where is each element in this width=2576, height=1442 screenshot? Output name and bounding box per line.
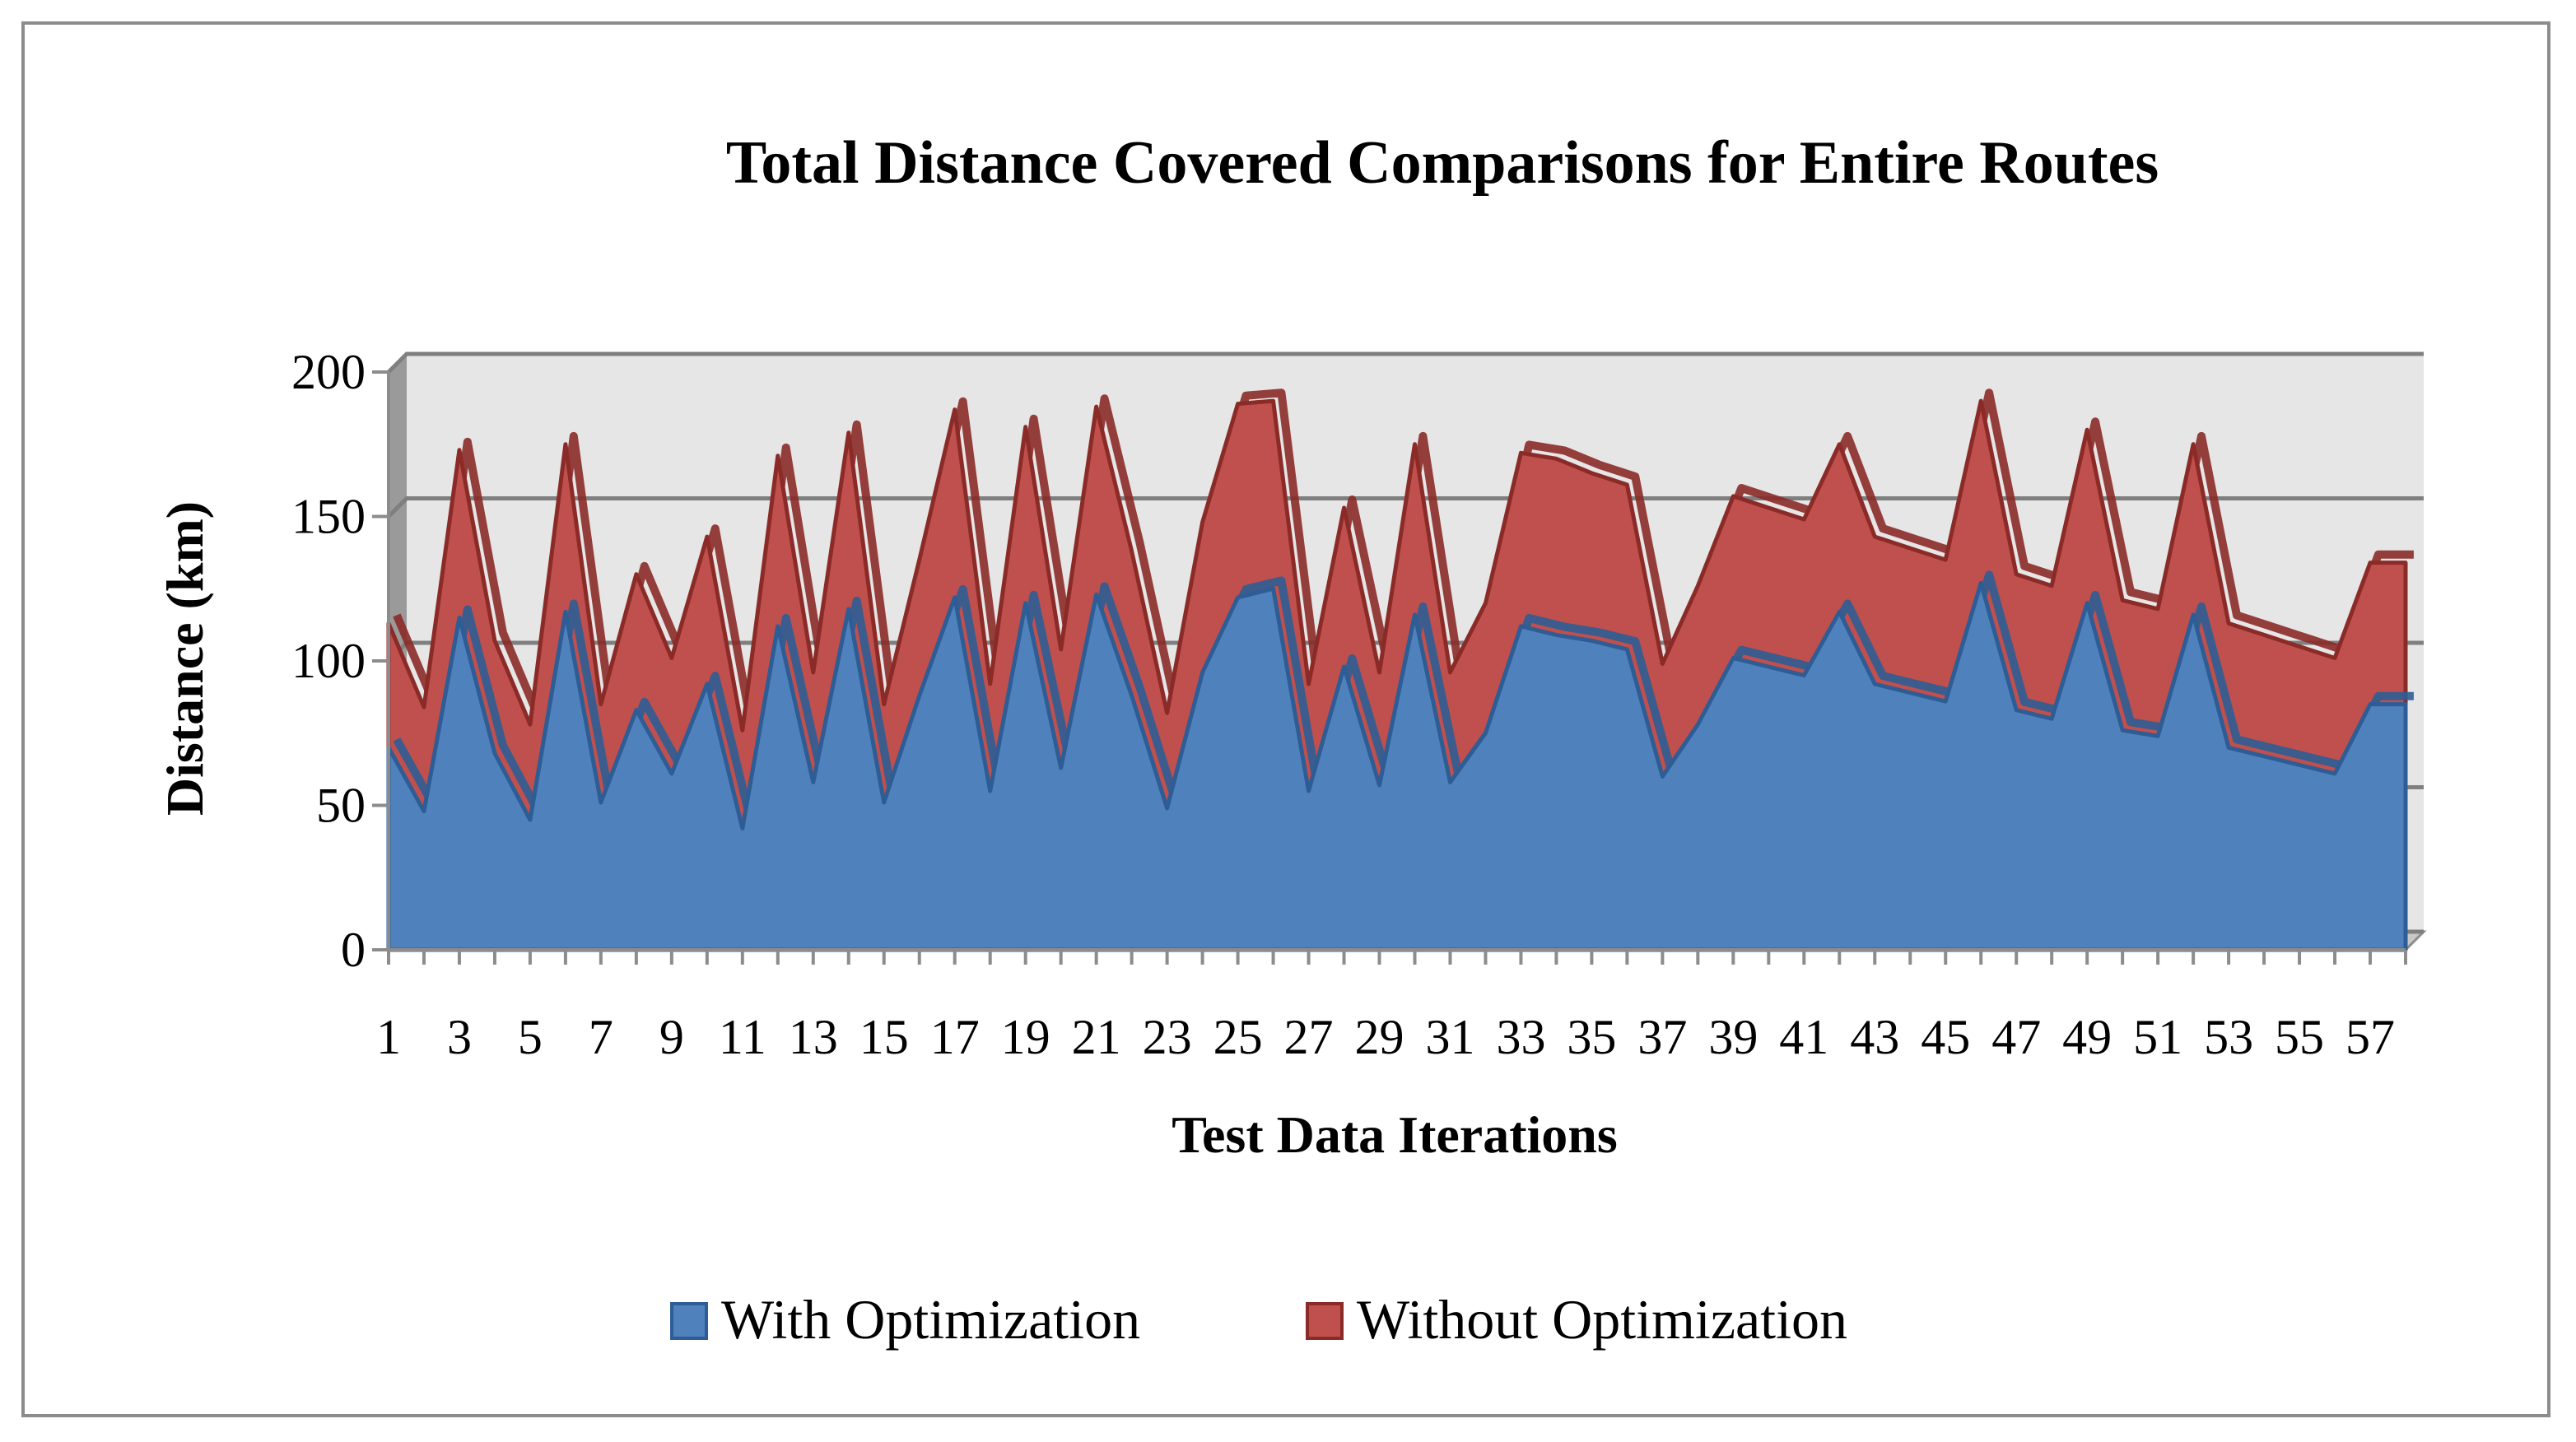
- y-tick-label-50: 50: [316, 779, 366, 833]
- x-tick-label-17: 17: [930, 1010, 980, 1064]
- x-tick-label-55: 55: [2275, 1010, 2324, 1064]
- x-tick-label-25: 25: [1213, 1010, 1263, 1064]
- legend: With Optimization Without Optimization: [670, 1288, 1847, 1351]
- x-tick-label-7: 7: [589, 1010, 613, 1064]
- gridline-200: [387, 351, 2424, 374]
- x-tick-label-51: 51: [2133, 1010, 2182, 1064]
- x-tick-label-49: 49: [2062, 1010, 2112, 1064]
- x-tick-label-29: 29: [1355, 1010, 1404, 1064]
- x-tick-label-3: 3: [447, 1010, 472, 1064]
- y-tick-label-0: 0: [341, 923, 366, 977]
- x-tick-label-39: 39: [1708, 1010, 1758, 1064]
- x-tick-labels: 1 3 5 7 9 11 13 15 17 19 21 23 25 27 29 31 33 35 37 39 41 43 4…: [376, 1010, 2395, 1064]
- y-tick-labels: 0 50 100 150 200: [291, 345, 366, 977]
- gridline-150: [387, 496, 2424, 519]
- x-tick-label-11: 11: [719, 1010, 766, 1064]
- legend-swatch-without-optimization: [1306, 1302, 1344, 1340]
- y-axis-title: Distance (km): [156, 501, 214, 816]
- series-areas: [386, 388, 2414, 952]
- x-tick-label-37: 37: [1637, 1010, 1687, 1064]
- x-tick-label-9: 9: [659, 1010, 684, 1064]
- x-tick-label-19: 19: [1001, 1010, 1050, 1064]
- x-tick-label-45: 45: [1921, 1010, 1970, 1064]
- x-tick-label-1: 1: [376, 1010, 401, 1064]
- x-tick-label-43: 43: [1850, 1010, 1899, 1064]
- x-tick-label-5: 5: [518, 1010, 543, 1064]
- x-tick-label-27: 27: [1284, 1010, 1334, 1064]
- x-axis-title: Test Data Iterations: [1172, 1105, 1618, 1164]
- axes: [372, 370, 2407, 965]
- y-tick-label-100: 100: [291, 634, 366, 688]
- x-tick-label-41: 41: [1779, 1010, 1828, 1064]
- x-tick-label-23: 23: [1143, 1010, 1192, 1064]
- x-tick-label-13: 13: [789, 1010, 838, 1064]
- legend-label-without-optimization: Without Optimization: [1357, 1288, 1847, 1351]
- x-tick-label-57: 57: [2345, 1010, 2395, 1064]
- legend-swatch-with-optimization: [670, 1302, 708, 1340]
- y-tick-label-200: 200: [291, 345, 366, 399]
- chart-title: Total Distance Covered Comparisons for E…: [726, 129, 2159, 197]
- legend-label-with-optimization: With Optimization: [721, 1288, 1140, 1351]
- x-tick-label-21: 21: [1072, 1010, 1121, 1064]
- x-tick-label-53: 53: [2204, 1010, 2253, 1064]
- series-area-with-optimization: [386, 580, 2408, 952]
- y-tick-label-150: 150: [291, 490, 366, 544]
- x-tick-label-15: 15: [859, 1010, 909, 1064]
- x-tick-label-47: 47: [1991, 1010, 2041, 1064]
- x-tick-label-31: 31: [1425, 1010, 1474, 1064]
- x-tick-label-33: 33: [1496, 1010, 1545, 1064]
- x-tick-label-35: 35: [1567, 1010, 1616, 1064]
